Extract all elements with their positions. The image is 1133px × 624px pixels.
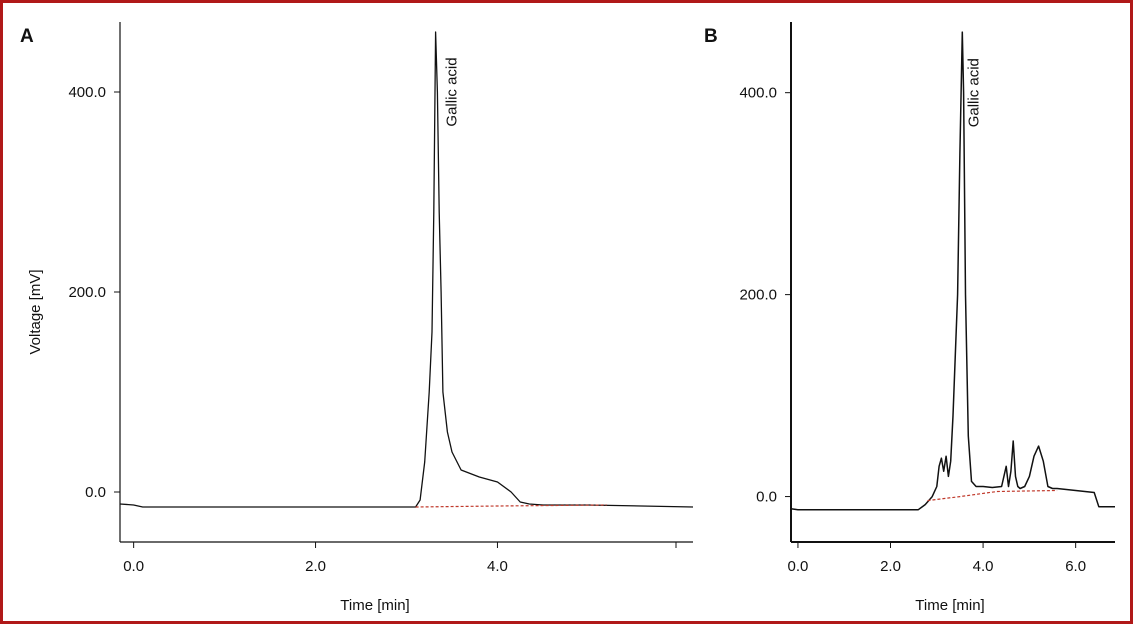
y-tick-label-a: 400.0 bbox=[68, 84, 106, 101]
ticks-b: 0.0 2.0 4.0 6.0 0.0 200.0 400.0 bbox=[739, 85, 1086, 575]
y-tick-label-a: 200.0 bbox=[68, 284, 106, 301]
chromatogram-trace-a bbox=[119, 31, 694, 508]
x-tick-label-b: 4.0 bbox=[973, 558, 994, 575]
integration-baseline-b bbox=[927, 489, 1058, 502]
peak-label-a: Gallic acid bbox=[444, 57, 461, 126]
y-tick-label-b: 0.0 bbox=[756, 489, 777, 506]
panel-letter-a: A bbox=[20, 26, 34, 47]
peak-label-b: Gallic acid bbox=[966, 58, 983, 127]
y-tick-label-b: 200.0 bbox=[739, 287, 777, 304]
x-tick-label-a: 2.0 bbox=[305, 558, 326, 575]
x-tick-label-a: 4.0 bbox=[487, 558, 508, 575]
x-axis-title-a: Time [min] bbox=[340, 597, 409, 614]
chromatogram-trace-b bbox=[790, 31, 1115, 511]
plot-area-a: Gallic acid bbox=[119, 31, 694, 508]
ticks-a: 0.0 2.0 4.0 0.0 200.0 400.0 bbox=[68, 84, 677, 575]
x-axis-title-b: Time [min] bbox=[915, 597, 984, 614]
y-tick-label-a: 0.0 bbox=[85, 484, 106, 501]
x-tick-label-b: 2.0 bbox=[880, 558, 901, 575]
x-tick-label-b: 0.0 bbox=[788, 558, 809, 575]
y-axis-title-a: Voltage [mV] bbox=[27, 269, 44, 354]
panel-a: A 0.0 2.0 4.0 0.0 200.0 400.0 Gallic acid Tim… bbox=[20, 22, 694, 614]
panel-letter-b: B bbox=[704, 26, 718, 47]
y-tick-label-b: 400.0 bbox=[739, 85, 777, 102]
plot-area-b: Gallic acid bbox=[790, 31, 1115, 511]
x-tick-label-b: 6.0 bbox=[1065, 558, 1086, 575]
x-tick-label-a: 0.0 bbox=[123, 558, 144, 575]
integration-baseline-a bbox=[415, 504, 607, 508]
